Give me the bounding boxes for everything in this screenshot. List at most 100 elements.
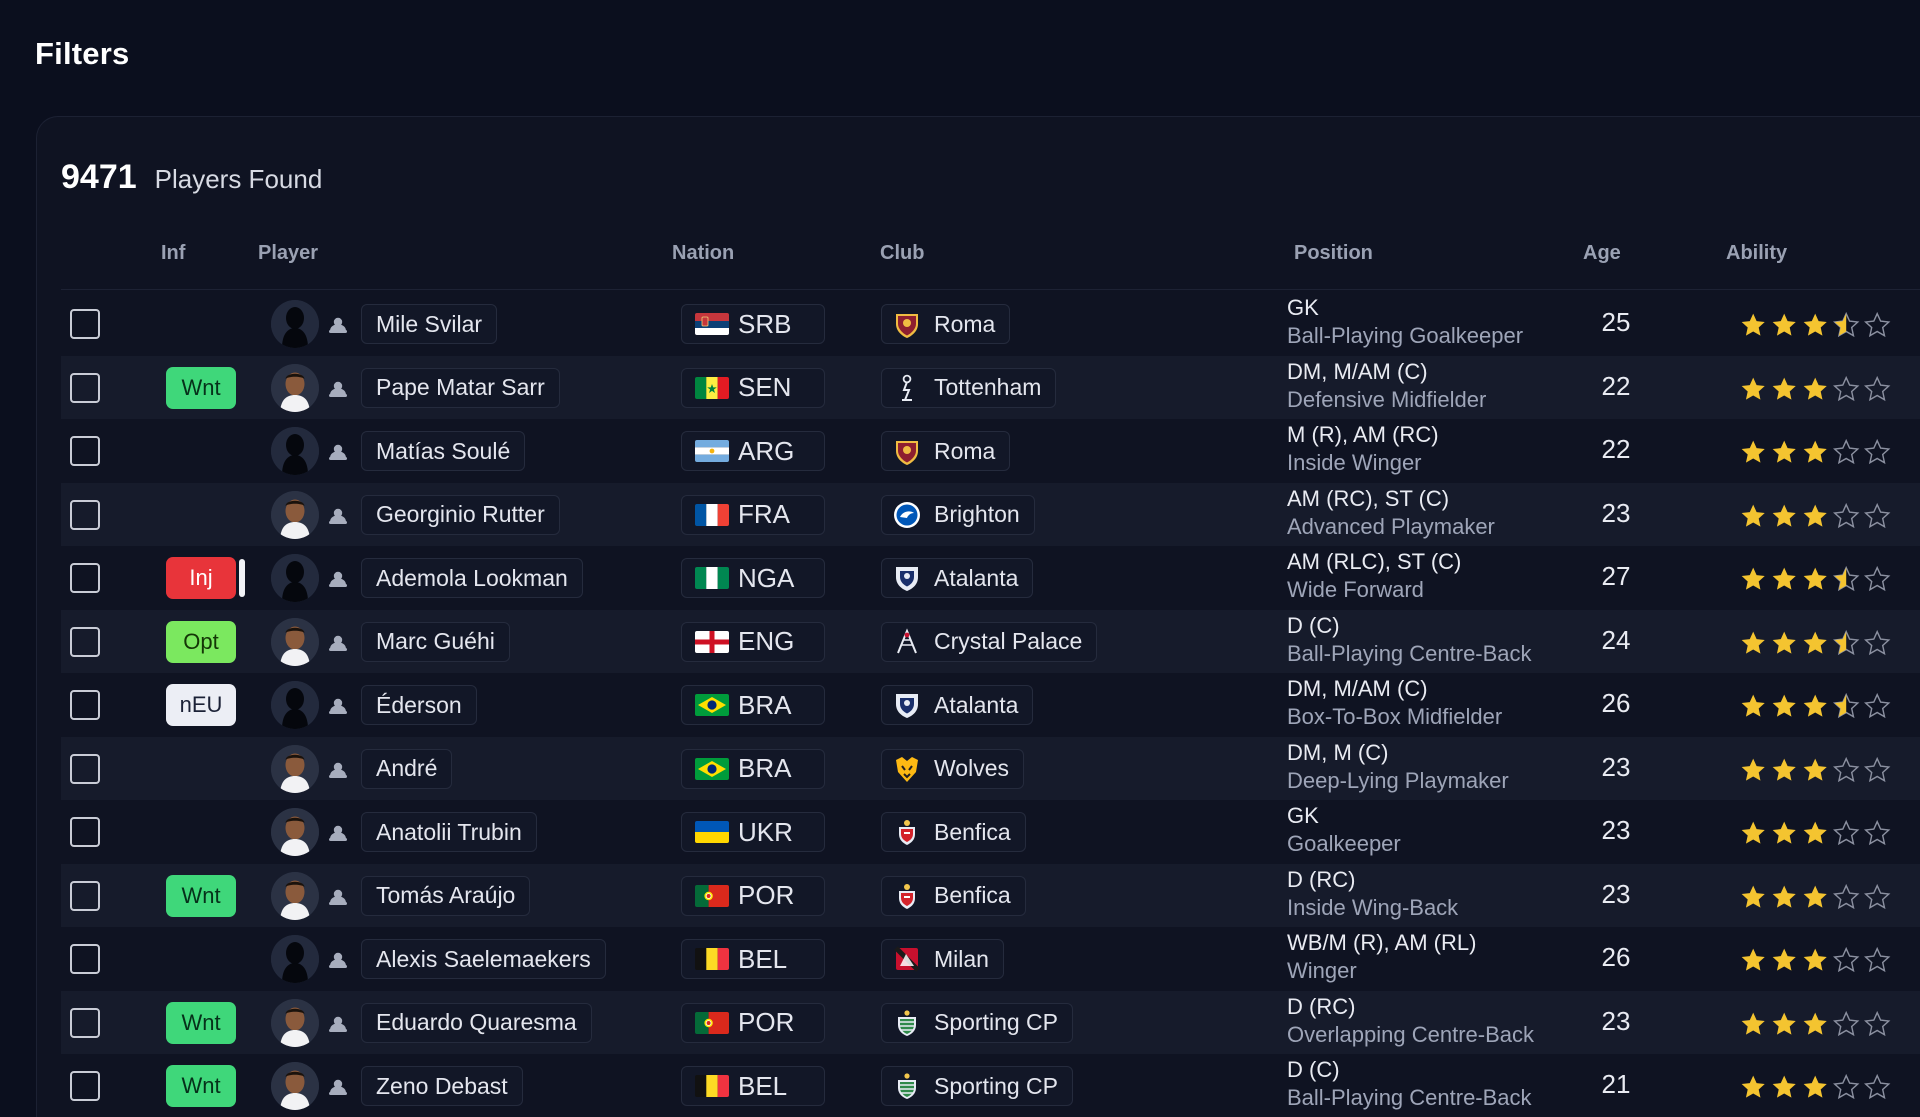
column-header-inf[interactable]: Inf <box>161 242 186 264</box>
club-link[interactable]: Sporting CP <box>881 1066 1074 1106</box>
nation-link[interactable]: FRA <box>681 494 825 535</box>
agent-icon[interactable] <box>327 695 349 717</box>
column-header-club[interactable]: Club <box>880 242 925 264</box>
table-row[interactable]: Mile Svilar SRB Roma GK Ball-Playing Goalkee… <box>61 292 1920 356</box>
club-link[interactable]: Benfica <box>881 812 1026 852</box>
row-select-checkbox[interactable] <box>70 499 100 530</box>
player-photo[interactable] <box>271 935 319 983</box>
column-header-age[interactable]: Age <box>1583 242 1621 264</box>
row-select-checkbox[interactable] <box>70 563 100 593</box>
table-row[interactable]: Wnt Tomás Araújo POR Benfica D (RC) Inside Wi… <box>61 863 1920 927</box>
row-select-checkbox[interactable] <box>70 436 100 466</box>
nation-link[interactable]: BRA <box>681 685 825 725</box>
nation-link[interactable]: SRB <box>681 304 825 344</box>
player-name-link[interactable]: Matías Soulé <box>361 431 526 471</box>
player-name-link[interactable]: Pape Matar Sarr <box>361 367 560 408</box>
column-header-nation[interactable]: Nation <box>672 242 735 264</box>
player-photo[interactable] <box>271 617 319 666</box>
row-select-checkbox[interactable] <box>70 626 100 657</box>
player-name-link[interactable]: Tomás Araújo <box>361 875 531 916</box>
row-select-checkbox[interactable] <box>70 372 100 403</box>
player-name-link[interactable]: Eduardo Quaresma <box>361 1002 592 1043</box>
nation-link[interactable]: UKR <box>681 812 825 852</box>
agent-icon[interactable] <box>327 822 349 844</box>
status-badge-inj[interactable]: Inj <box>166 557 236 599</box>
club-link[interactable]: Benfica <box>881 875 1026 916</box>
player-photo[interactable] <box>271 681 319 729</box>
club-link[interactable]: Milan <box>881 939 1004 979</box>
player-name-link[interactable]: Éderson <box>361 685 477 725</box>
club-link[interactable]: Wolves <box>881 748 1024 789</box>
player-name-link[interactable]: André <box>361 748 453 789</box>
table-row[interactable]: André BRA Wolves DM, M (C) Deep-Lying Playma… <box>61 736 1920 800</box>
table-row[interactable]: Wnt Zeno Debast BEL Sporting CP D (C) Ball-Pl… <box>61 1054 1920 1117</box>
nation-link[interactable]: NGA <box>681 558 825 598</box>
agent-icon[interactable] <box>327 378 349 400</box>
nation-link[interactable]: BRA <box>681 748 825 789</box>
nation-link[interactable]: POR <box>681 1002 825 1043</box>
agent-icon[interactable] <box>327 632 349 654</box>
agent-icon[interactable] <box>327 1076 349 1098</box>
player-name-link[interactable]: Marc Guéhi <box>361 621 510 662</box>
row-select-checkbox[interactable] <box>70 309 100 339</box>
agent-icon[interactable] <box>327 759 349 781</box>
club-link[interactable]: Crystal Palace <box>881 621 1098 662</box>
row-select-checkbox[interactable] <box>70 880 100 911</box>
player-name-link[interactable]: Ademola Lookman <box>361 558 583 598</box>
player-photo[interactable] <box>271 744 319 793</box>
club-link[interactable]: Roma <box>881 304 1011 344</box>
nation-link[interactable]: BEL <box>681 1066 825 1106</box>
club-link[interactable]: Atalanta <box>881 685 1034 725</box>
nation-link[interactable]: SEN <box>681 367 825 408</box>
status-badge-wnt[interactable]: Wnt <box>166 1001 236 1044</box>
column-header-ability[interactable]: Ability <box>1726 242 1788 264</box>
player-name-link[interactable]: Mile Svilar <box>361 304 498 344</box>
agent-icon[interactable] <box>327 441 349 463</box>
table-row[interactable]: Opt Marc Guéhi ENG Crystal Palace D (C) Ball-… <box>61 609 1920 673</box>
row-select-checkbox[interactable] <box>70 1007 100 1038</box>
status-badge-neu[interactable]: nEU <box>166 684 236 726</box>
player-name-link[interactable]: Alexis Saelemaekers <box>361 939 606 979</box>
filters-title[interactable]: Filters <box>35 36 130 71</box>
agent-icon[interactable] <box>327 505 349 527</box>
row-select-checkbox[interactable] <box>70 1071 100 1101</box>
nation-link[interactable]: ENG <box>681 621 825 662</box>
agent-icon[interactable] <box>327 886 349 908</box>
player-photo[interactable] <box>271 363 319 412</box>
column-header-position[interactable]: Position <box>1294 242 1373 264</box>
status-badge-opt[interactable]: Opt <box>166 620 236 663</box>
player-name-link[interactable]: Anatolii Trubin <box>361 812 537 852</box>
player-photo[interactable] <box>271 490 319 539</box>
status-badge-wnt[interactable]: Wnt <box>166 874 236 917</box>
agent-icon[interactable] <box>327 949 349 971</box>
player-name-link[interactable]: Georginio Rutter <box>361 494 560 535</box>
club-link[interactable]: Sporting CP <box>881 1002 1074 1043</box>
table-row[interactable]: Wnt Pape Matar Sarr SEN Tottenham DM, M/AM (… <box>61 355 1920 419</box>
player-photo[interactable] <box>271 808 319 856</box>
player-photo[interactable] <box>271 1062 319 1110</box>
table-row[interactable]: Georginio Rutter FRA Brighton AM (RC), ST (… <box>61 482 1920 546</box>
player-photo[interactable] <box>271 300 319 348</box>
row-select-checkbox[interactable] <box>70 944 100 974</box>
player-name-link[interactable]: Zeno Debast <box>361 1066 523 1106</box>
nation-link[interactable]: POR <box>681 875 825 916</box>
row-select-checkbox[interactable] <box>70 753 100 784</box>
club-link[interactable]: Tottenham <box>881 367 1057 408</box>
club-link[interactable]: Brighton <box>881 494 1035 535</box>
column-header-player[interactable]: Player <box>258 242 319 264</box>
table-row[interactable]: nEU Éderson BRA Atalanta DM, M/AM (C) Box-To-… <box>61 673 1920 737</box>
agent-icon[interactable] <box>327 1013 349 1035</box>
player-photo[interactable] <box>271 554 319 602</box>
table-row[interactable]: Inj Ademola Lookman NGA Atalanta AM (RLC), S… <box>61 546 1920 610</box>
player-photo[interactable] <box>271 998 319 1047</box>
club-link[interactable]: Atalanta <box>881 558 1034 598</box>
player-photo[interactable] <box>271 871 319 920</box>
nation-link[interactable]: ARG <box>681 431 825 471</box>
table-row[interactable]: Wnt Eduardo Quaresma POR Sporting CP D (RC) O… <box>61 990 1920 1054</box>
table-row[interactable]: Anatolii Trubin UKR Benfica GK Goalkeeper 23 <box>61 800 1920 864</box>
status-badge-wnt[interactable]: Wnt <box>166 1065 236 1107</box>
agent-icon[interactable] <box>327 568 349 590</box>
club-link[interactable]: Roma <box>881 431 1011 471</box>
player-photo[interactable] <box>271 427 319 475</box>
table-row[interactable]: Alexis Saelemaekers BEL Milan WB/M (R), AM … <box>61 927 1920 991</box>
